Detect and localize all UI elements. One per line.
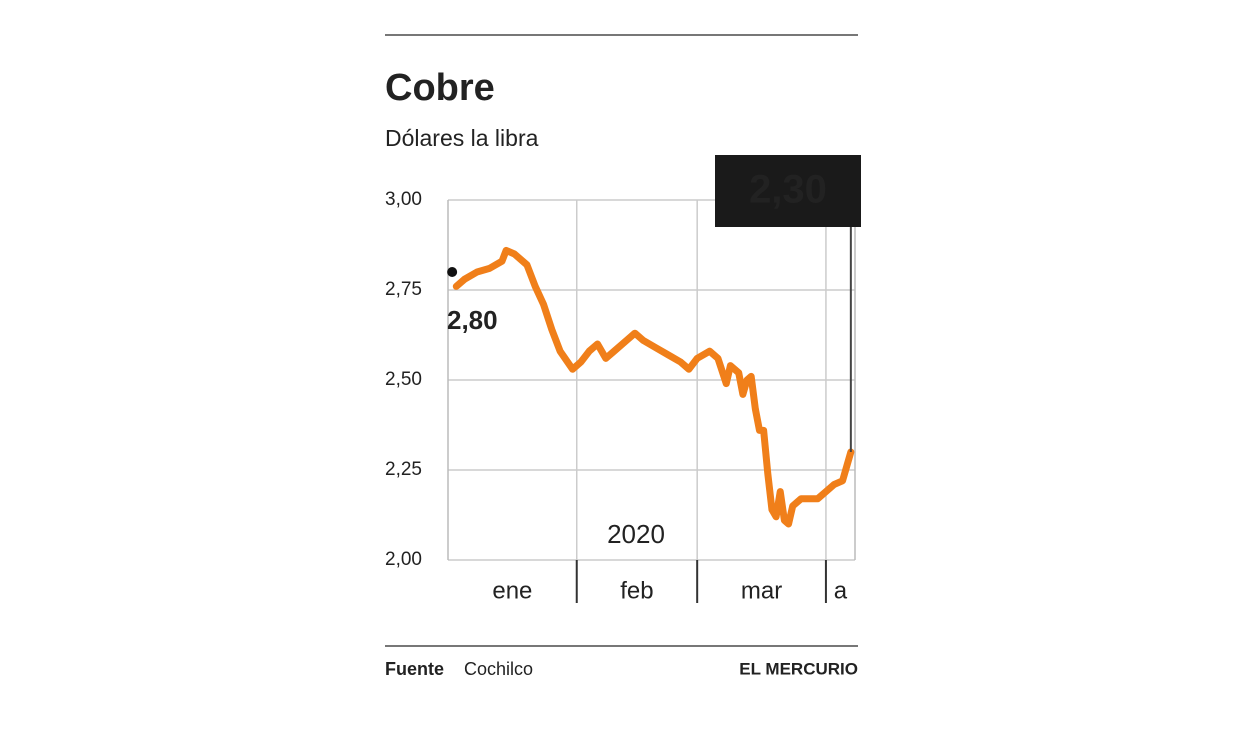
source-label: Fuente	[385, 659, 444, 679]
y-tick-label: 2,75	[385, 279, 422, 300]
source: Cochilco	[464, 659, 533, 679]
end-box	[715, 155, 861, 227]
x-tick-label: feb	[620, 577, 653, 604]
y-tick-label: 2,50	[385, 369, 422, 390]
x-tick-label: mar	[741, 577, 782, 604]
publisher: EL MERCURIO	[739, 659, 858, 678]
y-tick-label: 2,00	[385, 549, 422, 570]
y-tick-label: 3,00	[385, 189, 422, 210]
end-label: 2,30	[749, 168, 827, 212]
x-tick-label: a	[834, 577, 848, 604]
year-label: 2020	[607, 519, 665, 549]
start-label: 2,80	[447, 305, 498, 335]
price-line	[452, 246, 855, 528]
start-dot	[447, 267, 458, 277]
chart-subtitle: Dólares la libra	[385, 125, 539, 151]
y-tick-label: 2,25	[385, 459, 422, 480]
chart-title: Cobre	[385, 67, 495, 109]
x-tick-label: ene	[492, 577, 532, 604]
